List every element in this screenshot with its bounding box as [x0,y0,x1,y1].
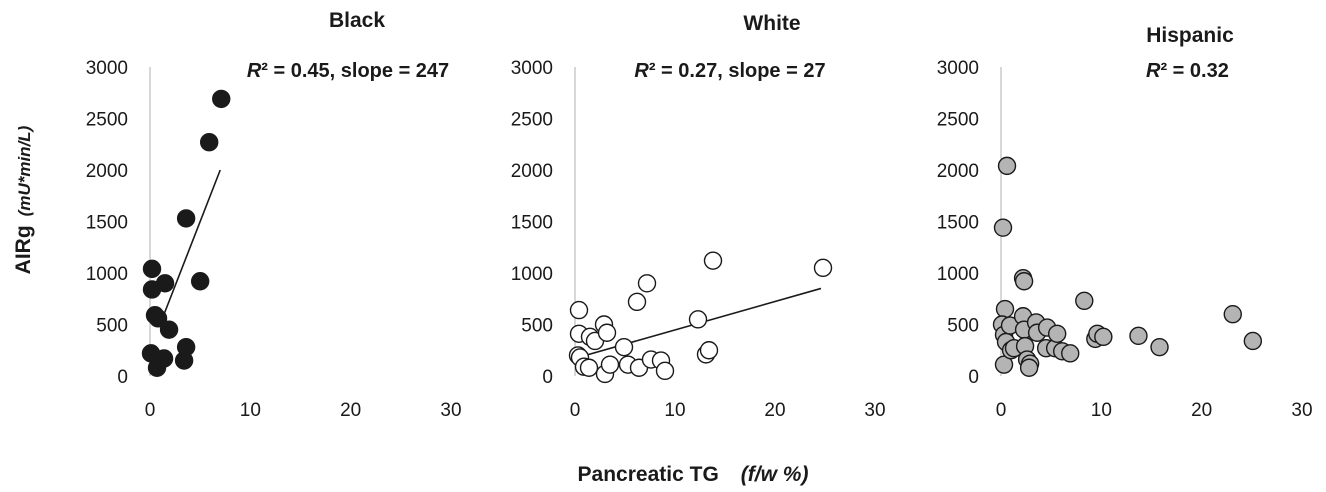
panel-title: White [743,12,800,35]
y-tick-label: 0 [117,367,128,388]
y-axis-label-text: AIRg [12,225,35,274]
y-tick-label: 2000 [937,161,979,182]
x-tick-label: 10 [1091,400,1112,421]
y-tick-label: 1000 [511,264,553,285]
data-point [997,156,1017,176]
data-point [993,218,1013,237]
data-point [1047,324,1067,343]
data-point [703,251,723,270]
data-point [174,351,194,370]
y-tick-label: 2500 [511,110,553,131]
data-point [813,258,833,278]
x-tick-label: 30 [1291,400,1312,421]
data-point [1243,331,1263,351]
y-tick-label: 500 [947,316,979,337]
panel-annotation: R² = 0.32 [1146,60,1229,82]
y-axis-label-unit: (mU*min/L) [15,125,34,216]
y-tick-label: 1000 [937,264,979,285]
y-tick-label: 3000 [937,58,979,79]
data-point [154,349,174,368]
data-point [627,292,647,312]
y-tick-label: 0 [542,367,553,388]
x-tick-label: 0 [996,400,1007,421]
x-axis-label: Pancreatic TG (f/w %) [578,463,809,486]
x-tick-label: 20 [1191,400,1212,421]
y-tick-label: 2000 [86,161,128,182]
panel-annotation: R² = 0.27, slope = 27 [634,60,825,82]
data-point [579,358,599,377]
panel-title: Black [329,9,385,32]
data-point [1014,272,1034,291]
data-point [637,274,657,293]
x-axis-label-unit: (f/w %) [741,463,809,486]
y-axis-label: AIRg (mU*min/L) [12,125,35,274]
y-tick-label: 0 [968,367,979,388]
panel-annotation: R² = 0.45, slope = 247 [247,60,449,82]
data-point [614,337,634,357]
data-point [148,309,168,328]
data-point [190,272,210,291]
data-point [212,89,231,109]
annotation-r-symbol: R [247,60,262,82]
data-point [1223,305,1242,324]
y-tick-label: 3000 [511,58,553,79]
annotation-r-symbol: R [634,60,649,82]
data-point [995,299,1015,319]
x-tick-label: 20 [764,400,785,421]
y-tick-label: 1500 [937,213,979,234]
data-point [142,259,162,279]
x-tick-label: 30 [864,400,885,421]
y-tick-label: 1500 [86,213,128,234]
data-point [1094,327,1113,347]
y-tick-label: 500 [96,316,128,337]
x-tick-label: 10 [240,400,261,421]
x-tick-label: 20 [340,400,361,421]
y-tick-label: 1000 [86,264,128,285]
y-tick-label: 1500 [511,213,553,234]
data-point [699,341,719,360]
data-point [155,274,175,293]
data-point [600,355,620,374]
x-tick-label: 30 [440,400,461,421]
x-tick-label: 0 [145,400,156,421]
data-point [176,209,196,228]
annotation-values: ² = 0.27, slope = 27 [649,60,826,82]
x-axis-label-text: Pancreatic TG [578,463,719,486]
data-point [597,323,617,342]
data-point [159,320,179,339]
data-point [1129,326,1148,346]
scatter-panel-black: 0 500 1000 1500 2000 2500 3000 0 10 20 30 Black R² =… [86,9,462,421]
y-tick-label: 3000 [86,58,128,79]
data-point [199,132,219,152]
data-point [569,300,589,320]
annotation-values: ² = 0.32 [1160,60,1228,82]
trendline [159,169,221,325]
y-tick-label: 2500 [86,110,128,131]
annotation-values: ² = 0.45, slope = 247 [261,60,449,82]
x-tick-label: 0 [570,400,581,421]
data-point [1061,344,1080,363]
x-tick-label: 10 [664,400,685,421]
y-tick-label: 2000 [511,161,553,182]
scatter-panel-white: 0 500 1000 1500 2000 2500 3000 0 10 20 30 White R² =… [511,12,886,421]
data-point [655,361,675,381]
y-tick-label: 500 [521,316,553,337]
y-tick-label: 2500 [937,110,979,131]
annotation-r-symbol: R [1146,60,1161,82]
data-point [1150,337,1169,357]
data-point [1075,291,1094,311]
panel-title: Hispanic [1146,24,1234,47]
data-point [1019,358,1039,377]
data-point [688,310,708,329]
scatter-panel-hispanic: 0 500 1000 1500 2000 2500 3000 0 10 20 30 Hispanic R… [937,24,1313,421]
